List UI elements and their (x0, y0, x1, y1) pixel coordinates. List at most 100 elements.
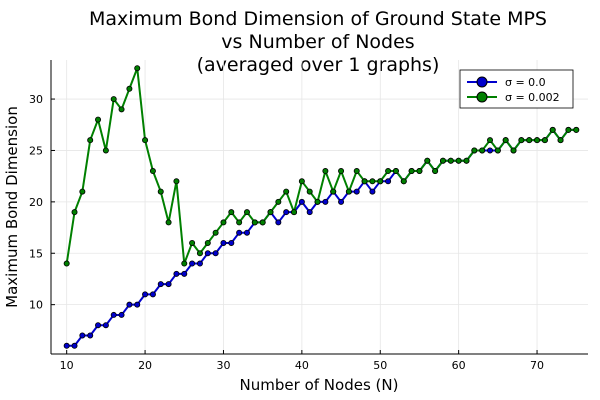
data-point (142, 137, 149, 144)
data-point (102, 322, 109, 329)
y-ticks: 10 15 20 25 30 (29, 93, 55, 312)
data-point (251, 219, 258, 226)
data-point (322, 168, 329, 175)
data-point (212, 229, 219, 236)
data-point (298, 198, 305, 205)
data-point (275, 198, 282, 205)
data-point (63, 342, 70, 349)
data-point (557, 137, 564, 144)
data-point (228, 209, 235, 216)
data-point (63, 260, 70, 267)
data-point (518, 137, 525, 144)
data-point (479, 147, 486, 154)
series-1 (63, 65, 580, 267)
series-line (66, 128, 577, 347)
data-point (345, 188, 352, 195)
data-point (283, 209, 290, 216)
data-point (71, 209, 78, 216)
chart-title: Maximum Bond Dimension of Ground State M… (89, 8, 547, 76)
data-point (204, 239, 211, 246)
data-point (510, 147, 517, 154)
data-point (416, 168, 423, 175)
data-point (432, 168, 439, 175)
data-point (487, 137, 494, 144)
data-point (165, 219, 172, 226)
data-point (361, 178, 368, 185)
data-point (455, 157, 462, 164)
data-point (165, 281, 172, 288)
data-point (534, 137, 541, 144)
data-point (267, 209, 274, 216)
x-axis-label: Number of Nodes (N) (240, 376, 399, 394)
data-point (173, 270, 180, 277)
series-0 (63, 126, 580, 349)
data-point (102, 147, 109, 154)
x-ticks: 10 20 30 40 50 60 70 (60, 350, 544, 372)
y-tick-label: 15 (29, 247, 43, 260)
data-point (353, 168, 360, 175)
data-point (142, 291, 149, 298)
legend-label-1: σ = 0.002 (505, 91, 560, 104)
legend-marker-0 (476, 76, 488, 88)
legend-label-0: σ = 0.0 (505, 76, 546, 89)
data-point (79, 188, 86, 195)
y-tick-label: 10 (29, 299, 43, 312)
x-tick-label: 10 (60, 359, 74, 372)
chart-title-line-2: vs Number of Nodes (221, 31, 414, 53)
data-point (298, 178, 305, 185)
data-point (408, 168, 415, 175)
data-point (463, 157, 470, 164)
data-point (181, 270, 188, 277)
data-point (157, 188, 164, 195)
legend-box (459, 69, 574, 109)
data-point (87, 332, 94, 339)
data-point (259, 219, 266, 226)
x-tick-label: 20 (138, 359, 152, 372)
data-point (196, 260, 203, 267)
data-point (236, 229, 243, 236)
data-point (173, 178, 180, 185)
data-point (338, 168, 345, 175)
data-point (149, 291, 156, 298)
data-point (494, 147, 501, 154)
data-point (322, 198, 329, 205)
data-point (306, 209, 313, 216)
data-point (212, 250, 219, 257)
data-point (236, 219, 243, 226)
data-point (181, 260, 188, 267)
x-tick-label: 50 (373, 359, 387, 372)
data-point (487, 147, 494, 154)
data-point (353, 188, 360, 195)
data-point (95, 322, 102, 329)
data-point (573, 126, 580, 133)
data-point (385, 168, 392, 175)
data-point (275, 219, 282, 226)
chart-title-line-1: Maximum Bond Dimension of Ground State M… (89, 8, 547, 30)
data-point (110, 311, 117, 318)
data-point (471, 147, 478, 154)
data-point (134, 301, 141, 308)
data-point (565, 126, 572, 133)
data-point (439, 157, 446, 164)
data-point (134, 65, 141, 72)
data-point (110, 96, 117, 103)
x-tick-label: 60 (452, 359, 466, 372)
data-point (526, 137, 533, 144)
data-point (243, 209, 250, 216)
data-point (447, 157, 454, 164)
chart-title-line-3: (averaged over 1 graphs) (197, 54, 440, 76)
data-point (71, 342, 78, 349)
data-point (149, 168, 156, 175)
data-point (369, 178, 376, 185)
data-point (220, 239, 227, 246)
y-axis-label: Maximum Bond Dimension (3, 106, 21, 308)
data-point (157, 281, 164, 288)
data-point (220, 219, 227, 226)
data-point (95, 116, 102, 123)
legend-marker-1 (476, 91, 488, 103)
data-point (377, 178, 384, 185)
data-point (118, 106, 125, 113)
x-tick-label: 40 (295, 359, 309, 372)
data-point (126, 85, 133, 92)
